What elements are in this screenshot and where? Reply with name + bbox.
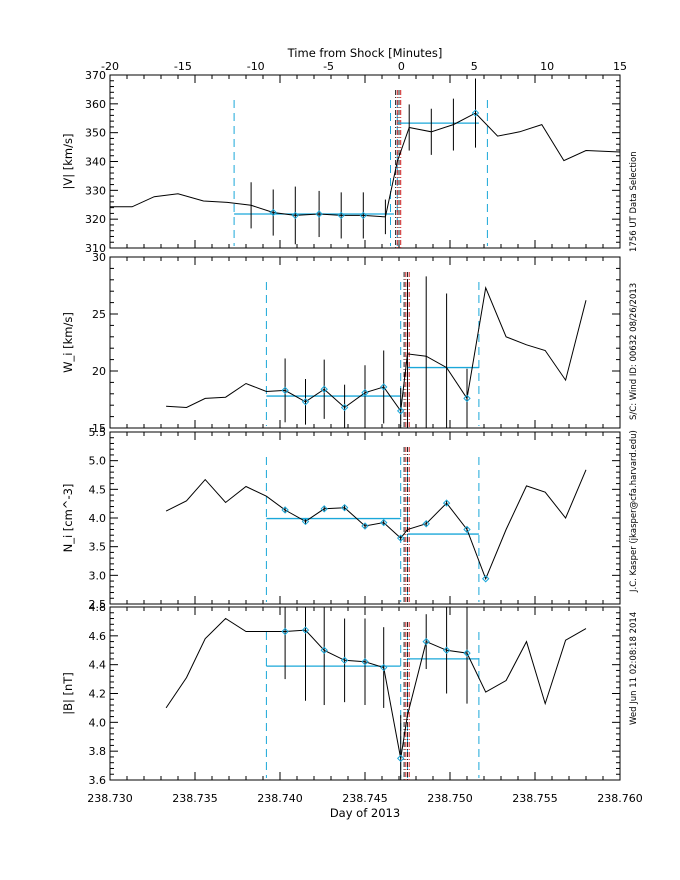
y-tick-label: 4.6 — [89, 630, 107, 643]
series-line — [166, 286, 587, 413]
y-tick-label: 360 — [85, 98, 106, 111]
y-tick-label: 330 — [85, 184, 106, 197]
top-tick-label: -5 — [323, 60, 334, 73]
bottom-axis-title: Day of 2013 — [330, 806, 400, 820]
panel-frame — [109, 74, 621, 249]
y-axis-label: W_i [km/s] — [61, 312, 75, 373]
data-marker — [422, 637, 430, 646]
side-annotation-spacecraft: S/C: Wind ID: 00632 08/26/2013 — [629, 283, 639, 420]
y-tick-label: 5.5 — [89, 426, 107, 439]
data-marker — [471, 109, 480, 117]
data-marker — [301, 626, 310, 634]
top-tick-label: -20 — [101, 60, 119, 73]
series-line — [165, 469, 587, 581]
y-tick-label: 340 — [85, 156, 106, 169]
data-marker — [320, 385, 328, 393]
data-marker — [281, 386, 289, 395]
top-tick-label: 5 — [471, 60, 478, 73]
data-marker — [291, 211, 300, 220]
y-tick-label: 2.5 — [89, 598, 107, 611]
y-tick-label: 3.8 — [89, 745, 107, 758]
data-marker — [320, 505, 328, 513]
y-tick-label: 3.0 — [89, 569, 107, 582]
y-tick-label: 4.0 — [89, 716, 107, 729]
panel-1: 15 20 25 30 W_i [km/s] — [61, 251, 621, 435]
x-tick-label: 238.750 — [427, 792, 473, 805]
y-tick-label: 3.6 — [89, 774, 107, 787]
top-tick-label: 10 — [540, 60, 554, 73]
top-tick-label: -15 — [174, 60, 192, 73]
data-marker — [463, 649, 471, 657]
y-tick-label: 4.8 — [89, 601, 107, 614]
data-marker — [315, 210, 323, 218]
y-tick-label: 310 — [85, 242, 106, 255]
data-marker — [361, 658, 369, 666]
top-tick-label: -10 — [247, 60, 265, 73]
y-axis-label: N_i [cm^-3] — [61, 484, 75, 553]
data-marker — [396, 534, 405, 542]
x-tick-label: 238.760 — [597, 792, 643, 805]
data-marker — [301, 398, 310, 406]
y-tick-label: 4.4 — [89, 659, 107, 672]
side-annotation-author: J.C. Kasper (jkasper@cfa.harvard.edu) — [629, 430, 639, 593]
y-tick-label: 15 — [92, 422, 106, 435]
data-marker — [359, 211, 368, 220]
data-marker — [379, 518, 388, 527]
y-tick-label: 4.2 — [89, 688, 107, 701]
series-line — [165, 617, 587, 759]
y-tick-label: 20 — [92, 365, 106, 378]
y-tick-label: 25 — [92, 308, 106, 321]
data-marker — [340, 503, 349, 512]
x-tick-label: 238.755 — [512, 792, 558, 805]
side-annotation-selection: 1756 UT Data Selection — [629, 151, 639, 252]
top-tick-label: 0 — [398, 60, 405, 73]
x-axes: 238.730 238.735 238.740 238.745 238.750 238.7… — [87, 60, 643, 805]
data-marker — [281, 627, 289, 636]
data-marker — [442, 499, 451, 507]
x-tick-label: 238.735 — [172, 792, 218, 805]
panel-0: 310 320 330 340 350 360 370 |V| [km/s] — [61, 69, 621, 255]
data-marker — [396, 754, 405, 763]
y-tick-label: 320 — [85, 213, 106, 226]
data-marker — [442, 646, 451, 654]
x-tick-label: 238.740 — [257, 792, 303, 805]
data-marker — [379, 663, 388, 672]
panel-2: 2.5 3.0 3.5 4.0 4.5 5.0 5.5 N_i [cm^-3] — [61, 426, 621, 611]
data-marker — [301, 517, 310, 526]
panel-3: 3.6 3.8 4.0 4.2 4.4 4.6 4.8 |B| [nT] — [61, 601, 621, 787]
data-marker — [340, 403, 349, 412]
data-marker — [269, 208, 277, 217]
data-marker — [481, 575, 490, 583]
series-line — [110, 112, 621, 218]
y-axis-label: |V| [km/s] — [61, 134, 75, 190]
data-marker — [379, 383, 388, 391]
data-marker — [422, 520, 430, 528]
data-marker — [337, 211, 345, 220]
data-marker — [361, 522, 369, 530]
y-tick-label: 4.0 — [89, 512, 107, 525]
y-tick-label: 3.5 — [89, 541, 107, 554]
side-annotation-date: Wed Jun 11 02:08:18 2014 — [629, 612, 639, 725]
x-tick-label: 238.745 — [342, 792, 388, 805]
y-axis-label: |B| [nT] — [61, 672, 75, 715]
y-tick-label: 370 — [85, 69, 106, 82]
data-marker — [281, 506, 289, 514]
data-marker — [340, 656, 349, 665]
data-marker — [361, 388, 369, 397]
y-tick-label: 4.5 — [89, 483, 107, 496]
top-tick-label: 15 — [613, 60, 627, 73]
y-tick-label: 350 — [85, 127, 106, 140]
x-tick-label: 238.730 — [87, 792, 133, 805]
y-tick-label: 5.0 — [89, 455, 107, 468]
data-marker — [320, 646, 328, 654]
data-marker — [396, 407, 405, 415]
data-marker — [463, 525, 471, 534]
panels: 310 320 330 340 350 360 370 |V| [km/s] 15 20 25 30 W… — [61, 69, 621, 787]
y-tick-label: 30 — [92, 251, 106, 264]
data-marker — [463, 394, 471, 403]
top-axis-title: Time from Shock [Minutes] — [287, 46, 443, 60]
